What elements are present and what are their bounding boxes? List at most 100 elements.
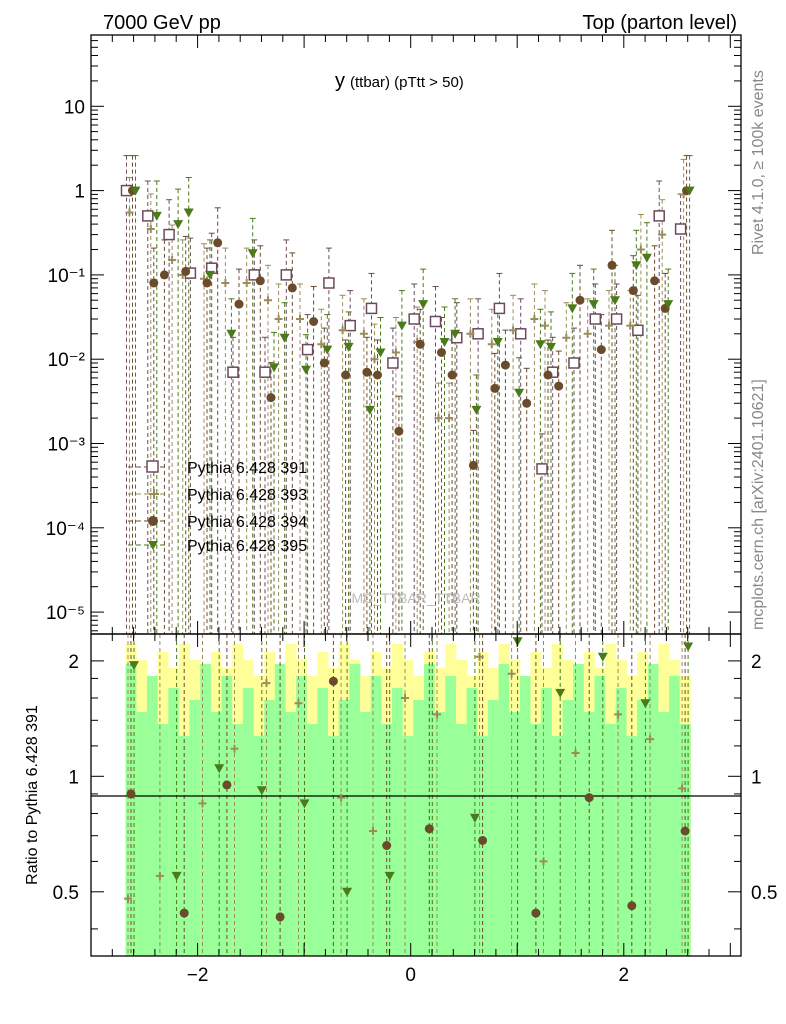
data-point <box>596 345 606 355</box>
ratio-point <box>337 793 346 802</box>
ratio-band-inner <box>285 712 297 956</box>
ratio-point <box>129 661 139 671</box>
data-point <box>394 426 404 436</box>
data-point <box>522 398 532 408</box>
ratio-point <box>198 799 207 808</box>
ratio-band-inner <box>306 724 318 956</box>
ratio-point <box>680 826 690 836</box>
ratio-point <box>571 749 580 757</box>
data-point <box>487 340 496 349</box>
ratio-point <box>614 710 623 719</box>
data-point <box>605 321 613 330</box>
data-point <box>205 270 215 280</box>
data-point <box>296 315 304 323</box>
ratio-point <box>179 908 189 918</box>
data-point <box>439 338 450 347</box>
ratio-bands <box>125 644 691 956</box>
data-point <box>309 317 319 326</box>
ratio-band-inner <box>669 676 681 956</box>
ratio-band-inner <box>509 712 521 956</box>
legend-entry-391: Pythia 6.428 391 <box>128 460 307 477</box>
legend: Pythia 6.428 391 Pythia 6.428 393 Pythia… <box>128 460 307 555</box>
ratio-point <box>646 735 655 744</box>
ratio-band-inner <box>338 700 350 956</box>
data-point <box>344 319 356 332</box>
ratio-point <box>222 780 232 790</box>
ratio-band-inner <box>594 676 606 956</box>
data-point <box>641 253 652 263</box>
data-point <box>437 348 446 357</box>
data-point <box>575 295 585 305</box>
ratio-point <box>155 871 164 880</box>
data-point <box>472 328 484 340</box>
data-point <box>387 357 399 369</box>
data-point <box>562 333 571 342</box>
ratio-band-inner <box>189 700 201 956</box>
legend-entry-394: Pythia 6.428 394 <box>128 514 307 531</box>
data-point <box>447 370 457 380</box>
data-point <box>226 329 237 339</box>
ratio-band-inner <box>370 676 382 956</box>
ratio-band-inner <box>434 712 446 956</box>
watermark: MC_TTBAR_TTBAR <box>351 590 480 606</box>
data-point <box>493 302 506 315</box>
ratio-band-inner <box>146 676 158 956</box>
legend-label-393: Pythia 6.428 393 <box>187 487 307 504</box>
data-point <box>130 186 141 196</box>
ratio-band-inner <box>264 700 276 956</box>
ratio-band-inner <box>168 688 180 956</box>
ratio-band-inner <box>157 724 169 956</box>
ratio-band-inner <box>647 664 659 956</box>
data-point <box>365 302 378 315</box>
legend-marker-395 <box>148 541 158 550</box>
data-point <box>264 296 272 305</box>
ratio-band-inner <box>210 712 222 956</box>
data-point <box>274 315 283 323</box>
ratio-point <box>369 827 377 835</box>
ratio-point <box>555 688 566 698</box>
ratio-tick-label: 1 <box>68 767 79 788</box>
data-point <box>445 414 454 423</box>
ratio-band-inner <box>413 700 425 956</box>
legend-label-391: Pythia 6.428 391 <box>187 460 307 477</box>
ratio-band-inner <box>562 700 574 956</box>
data-point <box>490 383 500 393</box>
ratio-point <box>507 669 516 678</box>
ratio-point <box>230 744 239 753</box>
data-point <box>301 343 314 356</box>
data-point <box>359 329 368 338</box>
ratio-point <box>539 857 548 866</box>
data-point <box>269 363 279 373</box>
ratio-point <box>382 841 392 850</box>
data-point <box>554 381 564 391</box>
chart-title-sub: (ttbar) (pTtt > 50) <box>350 74 464 91</box>
ratio-ylabel: Ratio to Pythia 6.428 391 <box>24 705 41 885</box>
mcplots-label: mcplots.cern.ch [arXiv:2401.10621] <box>750 379 767 630</box>
data-point <box>391 348 400 357</box>
ratio-tick-label: 2 <box>68 652 79 673</box>
data-point <box>221 279 230 287</box>
ratio-point <box>478 836 488 845</box>
data-point <box>536 463 548 475</box>
ratio-band-inner <box>615 688 627 956</box>
data-point <box>589 313 602 325</box>
legend-label-395: Pythia 6.428 395 <box>187 538 307 555</box>
data-point <box>636 245 645 254</box>
ratio-point <box>299 799 310 809</box>
ratio-point <box>683 642 694 652</box>
ratio-band-inner <box>253 736 265 956</box>
data-point <box>514 328 527 340</box>
ratio-band-inner <box>466 688 478 956</box>
main-error-bars <box>123 155 693 634</box>
data-point <box>450 329 461 339</box>
data-point <box>674 223 687 235</box>
legend-entry-393: Pythia 6.428 393 <box>128 487 307 504</box>
ratio-band-inner <box>573 664 585 956</box>
ratio-band-inner <box>487 700 499 956</box>
data-point <box>631 261 642 271</box>
data-point <box>568 357 580 369</box>
ratio-band-inner <box>360 712 372 956</box>
rivet-label: Rivet 4.1.0, ≥ 100k events <box>750 70 767 255</box>
data-point <box>429 315 442 328</box>
data-point <box>323 277 335 289</box>
